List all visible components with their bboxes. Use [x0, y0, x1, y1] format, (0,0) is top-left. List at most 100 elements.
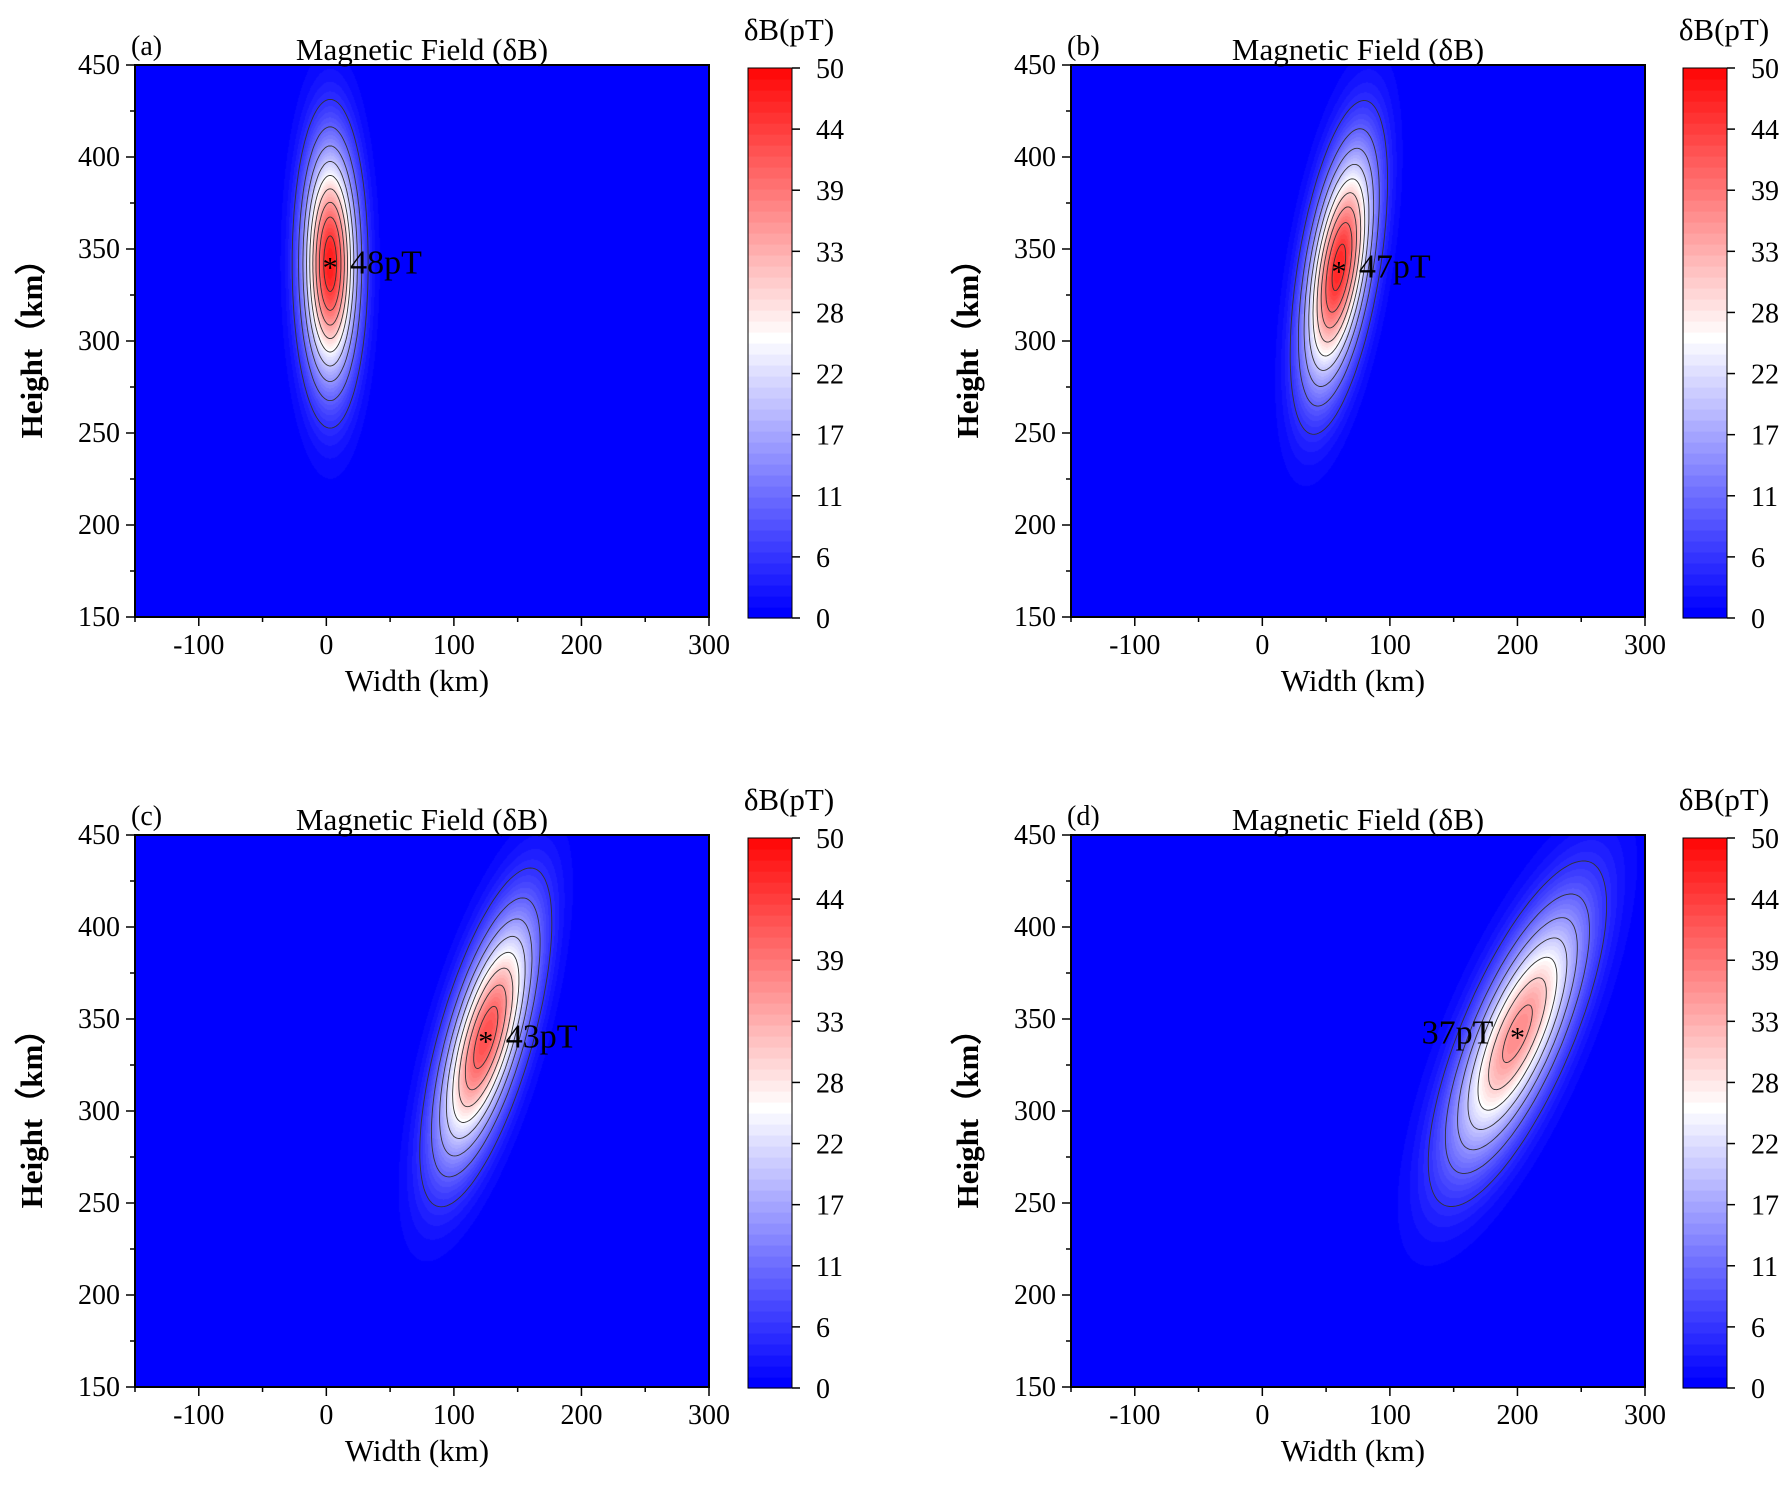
contour-line	[1467, 937, 1568, 1130]
colorbar-band	[748, 343, 792, 355]
colorbar-tick-label: 0	[816, 604, 830, 635]
colorbar-band	[1683, 1047, 1727, 1059]
y-tick-label: 150	[78, 1372, 120, 1403]
contour-line	[1488, 977, 1547, 1091]
colorbar-tick-label: 17	[1751, 421, 1779, 452]
colorbar-band	[748, 486, 792, 498]
colorbar-tick-label: 6	[816, 1313, 830, 1344]
x-tick-label: 0	[319, 630, 333, 661]
colorbar-band	[748, 1179, 792, 1191]
colorbar-tick-label: 39	[816, 946, 844, 977]
colorbar-band	[1683, 992, 1727, 1004]
colorbar-tick-label: 17	[1751, 1191, 1779, 1222]
colorbar-tick-label: 0	[1751, 604, 1765, 635]
x-tick-label: 100	[433, 630, 475, 661]
colorbar-band	[1683, 1146, 1727, 1158]
chart-title: Magnetic Field (δB)	[1232, 32, 1484, 67]
colorbar-band	[748, 310, 792, 322]
colorbar-band	[1683, 1157, 1727, 1169]
colorbar-band	[748, 145, 792, 157]
colorbar-band	[748, 959, 792, 971]
colorbar-band	[748, 1102, 792, 1114]
contour-lines	[1289, 100, 1389, 435]
colorbar-band	[1683, 1168, 1727, 1180]
x-tick-label: 0	[1255, 630, 1269, 661]
colorbar-tick-label: 44	[1751, 885, 1779, 916]
colorbar-band	[1683, 332, 1727, 344]
colorbar-band	[748, 453, 792, 465]
colorbar-band	[1683, 409, 1727, 421]
colorbar-band	[1683, 893, 1727, 905]
colorbar-band	[1683, 442, 1727, 454]
contour-line	[1457, 917, 1578, 1151]
heatmap-image	[135, 65, 709, 617]
colorbar-tick-label: 28	[816, 298, 844, 329]
colorbar-band	[748, 354, 792, 366]
colorbar-band	[748, 112, 792, 124]
colorbar-band	[1683, 849, 1727, 861]
peak-value-label: 37pT	[1422, 1015, 1494, 1052]
colorbar-band	[748, 1190, 792, 1202]
colorbar-band	[748, 497, 792, 509]
peak-marker: *	[1510, 1022, 1525, 1055]
contour-line	[1331, 243, 1347, 292]
contour-line	[318, 216, 342, 311]
colorbar-frame	[1682, 837, 1728, 1389]
peak-marker: *	[478, 1025, 493, 1058]
colorbar-tick-label: 28	[1751, 298, 1779, 329]
x-tick-label: 0	[1255, 1400, 1269, 1431]
colorbar-band	[1683, 574, 1727, 586]
contour-line	[452, 951, 520, 1123]
colorbar-tick-label: 6	[816, 543, 830, 574]
colorbar-band	[748, 607, 792, 619]
colorbar-band	[1683, 937, 1727, 949]
y-tick-label: 200	[78, 1280, 120, 1311]
x-tick-label: -100	[173, 630, 224, 661]
colorbar-band	[748, 442, 792, 454]
chart-title: Magnetic Field (δB)	[1232, 802, 1484, 837]
colorbar-band	[748, 882, 792, 894]
colorbar-band	[1683, 376, 1727, 388]
colorbar-band	[748, 1201, 792, 1213]
colorbar-band	[1683, 1113, 1727, 1125]
colorbar-band	[1683, 948, 1727, 960]
x-tick-label: 100	[1369, 1400, 1411, 1431]
y-tick-label: 150	[78, 602, 120, 633]
contour-line	[306, 161, 355, 367]
colorbar-band	[1683, 1080, 1727, 1092]
peak-value-label: 48pT	[350, 245, 422, 282]
colorbar: 0 6 11 17 22 28 33 39 44 50 δB(pT)	[744, 12, 844, 635]
heatmap-image	[1071, 835, 1645, 1387]
colorbar-band	[748, 1300, 792, 1312]
colorbar-band	[1683, 1333, 1727, 1345]
x-tick-label: 300	[1624, 1400, 1666, 1431]
colorbar-band	[1683, 1190, 1727, 1202]
y-tick-label: 150	[1014, 602, 1056, 633]
colorbar-band	[1683, 1135, 1727, 1147]
plot-frame	[134, 834, 710, 1388]
colorbar-band	[748, 332, 792, 344]
colorbar-tick-label: 11	[1751, 1252, 1778, 1283]
colorbar-band	[1683, 90, 1727, 102]
colorbar-band	[748, 244, 792, 256]
colorbar-band	[748, 1113, 792, 1125]
colorbar-band	[748, 585, 792, 597]
colorbar-band	[748, 211, 792, 223]
colorbar-band	[1683, 607, 1727, 619]
x-tick-label: 300	[1624, 630, 1666, 661]
colorbar-band	[748, 1245, 792, 1257]
plot-frame	[1070, 64, 1646, 618]
colorbar-tick-label: 22	[816, 360, 844, 391]
contour-line	[473, 1005, 499, 1069]
colorbar-tick-label: 50	[816, 54, 844, 85]
colorbar-band	[748, 134, 792, 146]
colorbar-tick-label: 11	[816, 482, 843, 513]
colorbar-tick-label: 11	[1751, 482, 1778, 513]
colorbar-tick-label: 6	[1751, 543, 1765, 574]
contour-lines	[419, 867, 553, 1208]
colorbar-band	[1683, 1102, 1727, 1114]
colorbar-band	[1683, 464, 1727, 476]
contour-line	[1320, 206, 1357, 329]
colorbar-band	[748, 90, 792, 102]
contour-line	[419, 867, 553, 1208]
